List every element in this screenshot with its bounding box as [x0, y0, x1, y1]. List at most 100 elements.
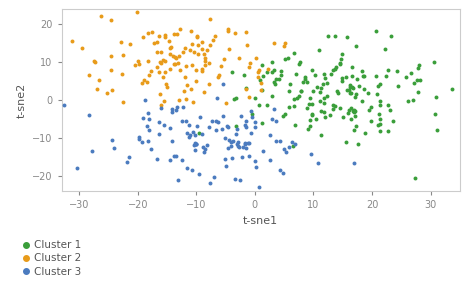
Point	[268, 59, 275, 64]
Point	[174, 61, 182, 66]
Point	[258, 87, 266, 92]
Point	[103, 91, 111, 96]
Point	[276, 139, 283, 144]
Point	[199, 68, 206, 73]
Point	[281, 40, 288, 45]
Point	[376, 82, 383, 87]
Point	[228, 70, 236, 75]
Point	[394, 83, 401, 88]
Point	[315, 48, 322, 53]
Point	[352, 92, 359, 97]
Point	[140, 77, 148, 82]
Point	[193, 124, 201, 128]
Point	[224, 27, 232, 32]
Point	[217, 63, 224, 68]
Point	[352, 124, 360, 128]
Point	[145, 117, 152, 122]
Point	[411, 176, 419, 181]
Point	[175, 98, 182, 103]
Point	[183, 165, 191, 170]
Point	[367, 119, 375, 124]
Point	[171, 154, 178, 159]
Point	[225, 138, 233, 143]
Point	[259, 120, 266, 125]
Point	[325, 34, 332, 38]
Point	[172, 153, 180, 158]
Point	[183, 203, 191, 208]
Point	[173, 31, 181, 36]
Point	[285, 88, 293, 93]
Point	[235, 139, 242, 144]
Point	[199, 131, 206, 136]
Point	[296, 59, 304, 64]
Point	[171, 62, 178, 67]
Point	[337, 61, 344, 66]
X-axis label: t-sne1: t-sne1	[243, 216, 278, 225]
Point	[323, 93, 331, 98]
Point	[161, 69, 168, 74]
Point	[91, 60, 99, 65]
Point	[233, 141, 240, 146]
Point	[213, 128, 220, 133]
Point	[232, 131, 240, 136]
Point	[213, 95, 221, 100]
Point	[333, 88, 341, 93]
Point	[200, 90, 208, 95]
Point	[352, 43, 360, 48]
Point	[244, 43, 251, 48]
Point	[181, 75, 188, 80]
Point	[228, 140, 235, 145]
Point	[350, 128, 358, 133]
Point	[243, 145, 250, 150]
Point	[281, 56, 288, 61]
Point	[180, 89, 188, 94]
Point	[183, 131, 191, 136]
Point	[316, 90, 323, 95]
Point	[309, 88, 316, 93]
Point	[313, 84, 320, 89]
Point	[195, 171, 202, 176]
Point	[221, 135, 229, 140]
Point	[170, 31, 178, 36]
Point	[292, 72, 300, 77]
Point	[321, 100, 328, 105]
Point	[157, 103, 164, 107]
Point	[321, 71, 328, 76]
Point	[365, 107, 373, 112]
Point	[382, 73, 390, 78]
Point	[157, 60, 164, 65]
Point	[240, 72, 248, 77]
Point	[179, 119, 186, 124]
Point	[107, 17, 115, 22]
Point	[277, 68, 284, 73]
Point	[189, 99, 197, 104]
Point	[117, 39, 125, 44]
Point	[266, 132, 273, 137]
Point	[270, 79, 278, 84]
Point	[299, 79, 307, 84]
Point	[173, 104, 181, 109]
Point	[118, 72, 126, 77]
Point	[161, 35, 168, 40]
Point	[355, 84, 362, 89]
Point	[210, 38, 217, 43]
Point	[205, 60, 212, 65]
Point	[338, 52, 346, 57]
Point	[266, 157, 274, 162]
Point	[188, 42, 196, 47]
Point	[237, 113, 245, 118]
Point	[317, 109, 325, 114]
Point	[208, 119, 216, 124]
Point	[243, 118, 250, 123]
Point	[86, 112, 93, 117]
Point	[258, 80, 265, 85]
Point	[78, 45, 86, 50]
Point	[311, 72, 319, 77]
Point	[174, 177, 182, 182]
Point	[277, 73, 285, 78]
Point	[327, 72, 335, 77]
Point	[334, 91, 341, 95]
Point	[384, 103, 392, 107]
Point	[154, 50, 161, 55]
Point	[364, 91, 372, 95]
